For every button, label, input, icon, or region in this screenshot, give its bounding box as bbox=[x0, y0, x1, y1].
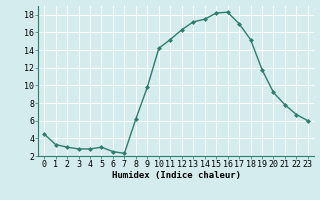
X-axis label: Humidex (Indice chaleur): Humidex (Indice chaleur) bbox=[111, 171, 241, 180]
